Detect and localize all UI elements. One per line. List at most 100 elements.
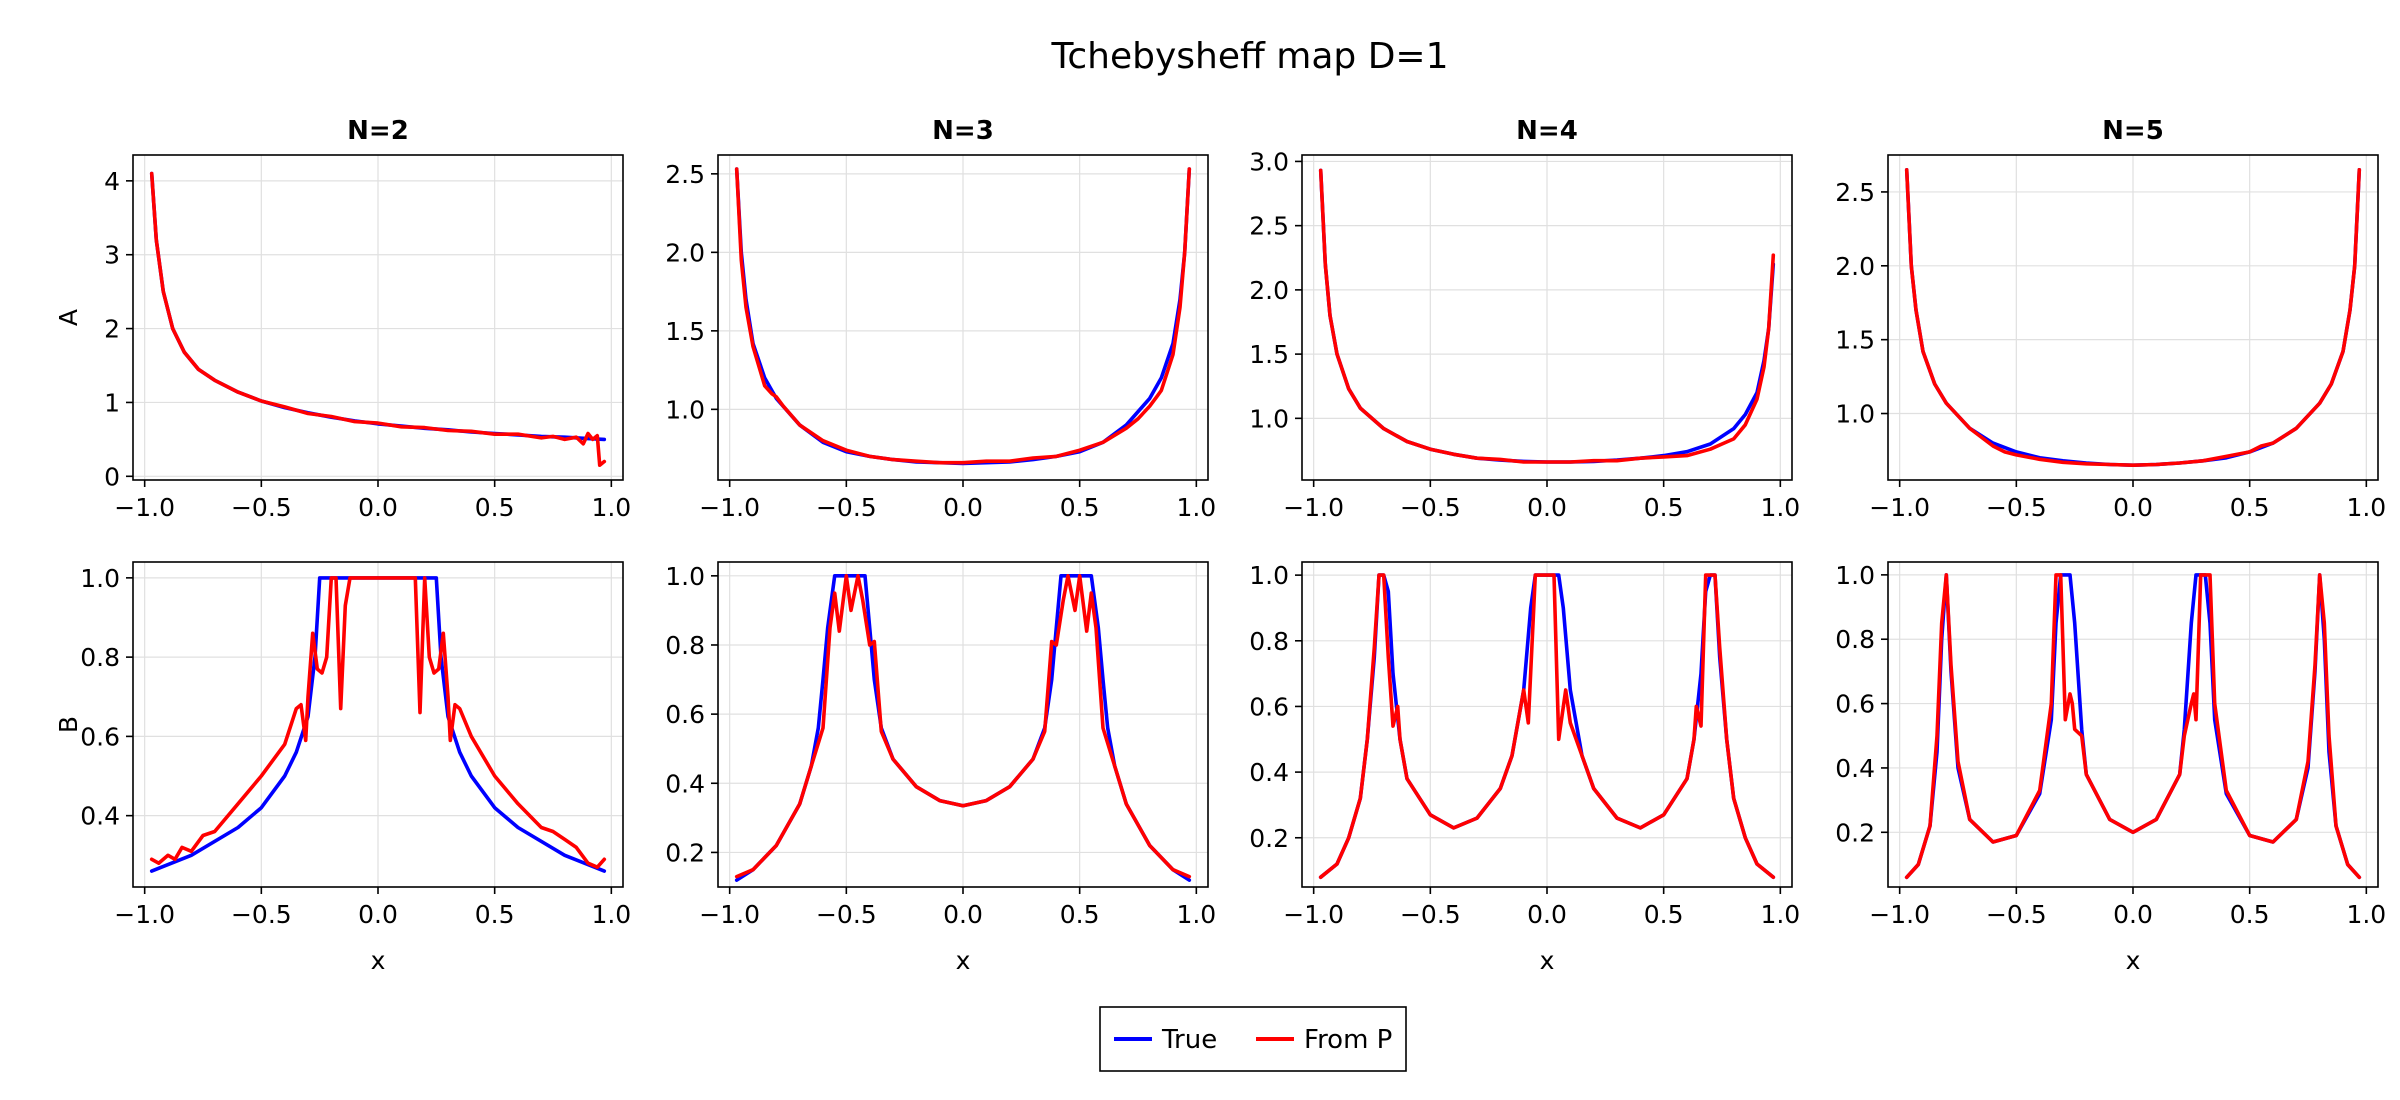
legend-label-true: True (1161, 1025, 1217, 1055)
y-tick-label: 0.4 (80, 802, 120, 831)
x-tick-label: 0.0 (2113, 900, 2153, 929)
series-line-from-p (149, 171, 607, 468)
series-group (1318, 168, 1776, 464)
y-tick-label: 0.6 (665, 700, 705, 729)
x-tick-label: 0.0 (358, 900, 398, 929)
y-tick-label: 3.0 (1249, 147, 1289, 176)
y-tick-label: 2.0 (1249, 276, 1289, 305)
y-axis-label: A (54, 309, 83, 326)
y-tick-label: 1.0 (665, 395, 705, 424)
x-tick-label: −0.5 (231, 493, 292, 522)
y-tick-label: 1.5 (1835, 326, 1875, 355)
x-tick-label: 0.0 (1527, 493, 1567, 522)
y-tick-label: 1.0 (1835, 561, 1875, 590)
x-tick-label: −0.5 (816, 493, 877, 522)
y-tick-label: 0.4 (1249, 758, 1289, 787)
x-tick-label: −0.5 (1400, 493, 1461, 522)
legend: True From P (1099, 1006, 1407, 1072)
panel-r1c1: −1.0 −0.5 0.0 0.5 1.0 0.2 0.4 0.6 0.8 1.0 x (665, 561, 1216, 975)
series-line-from-p (1904, 168, 2362, 468)
x-tick-label: −1.0 (1869, 493, 1930, 522)
y-tick-label: 0.8 (665, 631, 705, 660)
figure-title: Tchebysheff map D=1 (1051, 36, 1449, 77)
x-tick-label: −1.0 (1283, 493, 1344, 522)
x-tick-label: −0.5 (1400, 900, 1461, 929)
y-tick-label: 0.6 (1835, 690, 1875, 719)
y-tick-label: 1.0 (1835, 400, 1875, 429)
legend-label-from-p: From P (1304, 1025, 1392, 1055)
series-group (734, 167, 1192, 466)
y-tick-label: 2.5 (1835, 178, 1875, 207)
x-tick-label: 0.5 (475, 900, 515, 929)
y-tick-label: 0.2 (1835, 818, 1875, 847)
x-tick-label: 0.5 (1060, 493, 1100, 522)
x-tick-label: −1.0 (699, 900, 760, 929)
x-tick-label: 0.5 (2230, 493, 2270, 522)
x-axis-label: x (371, 946, 386, 975)
y-tick-label: 1 (104, 388, 120, 417)
y-tick-label: 0.4 (665, 769, 705, 798)
y-tick-label: 0.4 (1835, 754, 1875, 783)
x-tick-label: 1.0 (1760, 493, 1800, 522)
x-tick-label: 0.5 (1060, 900, 1100, 929)
panel-r0c0: −1.0 −0.5 0.0 0.5 1.0 0 1 2 3 4 N=2 A (54, 116, 631, 522)
series-group (1318, 573, 1776, 880)
panel-r1c2: −1.0 −0.5 0.0 0.5 1.0 0.2 0.4 0.6 0.8 1.0 x (1249, 561, 1800, 975)
y-tick-label: 2.5 (1249, 212, 1289, 241)
x-tick-label: −0.5 (816, 900, 877, 929)
panel-r0c2: −1.0 −0.5 0.0 0.5 1.0 1.0 1.5 2.0 2.5 3.0 N=4 (1249, 116, 1800, 522)
x-tick-label: 1.0 (2346, 900, 2386, 929)
x-axis-label: x (956, 946, 971, 975)
x-tick-label: 0.0 (943, 900, 983, 929)
y-tick-label: 0.2 (1249, 824, 1289, 853)
y-tick-label: 0.8 (1249, 627, 1289, 656)
y-tick-label: 2.0 (665, 238, 705, 267)
x-tick-label: 1.0 (591, 493, 631, 522)
panel-r0c1: −1.0 −0.5 0.0 0.5 1.0 1.0 1.5 2.0 2.5 N=3 (665, 116, 1216, 522)
series-group (149, 576, 607, 873)
x-tick-label: −1.0 (114, 493, 175, 522)
y-tick-label: 0 (104, 462, 120, 491)
y-tick-label: 1.0 (80, 564, 120, 593)
y-tick-label: 0.2 (665, 838, 705, 867)
y-tick-label: 2.5 (665, 160, 705, 189)
x-axis-label: x (2126, 946, 2141, 975)
series-group (1904, 168, 2362, 468)
x-tick-label: −1.0 (1869, 900, 1930, 929)
y-tick-label: 1.5 (665, 317, 705, 346)
x-tick-label: 0.0 (943, 493, 983, 522)
x-tick-label: −1.0 (699, 493, 760, 522)
panel-title: N=2 (347, 116, 409, 146)
y-tick-label: 1.0 (1249, 561, 1289, 590)
x-tick-label: 1.0 (591, 900, 631, 929)
series-group (734, 573, 1192, 882)
x-tick-label: −1.0 (114, 900, 175, 929)
x-tick-label: 0.5 (1644, 900, 1684, 929)
x-tick-label: 1.0 (2346, 493, 2386, 522)
y-tick-label: 2.0 (1835, 252, 1875, 281)
series-group (149, 171, 607, 468)
y-tick-label: 0.8 (1835, 625, 1875, 654)
panel-title: N=4 (1516, 116, 1578, 146)
x-axis-label: x (1540, 946, 1555, 975)
y-tick-label: 2 (104, 315, 120, 344)
x-tick-label: 0.5 (1644, 493, 1684, 522)
panel-title: N=3 (932, 116, 994, 146)
series-line-from-p (1904, 573, 2362, 880)
x-tick-label: 1.0 (1176, 900, 1216, 929)
x-tick-label: 0.0 (1527, 900, 1567, 929)
x-tick-label: −1.0 (1283, 900, 1344, 929)
panel-r1c3: −1.0 −0.5 0.0 0.5 1.0 0.2 0.4 0.6 0.8 1.0 x (1835, 561, 2386, 975)
panel-r1c0: −1.0 −0.5 0.0 0.5 1.0 0.4 0.6 0.8 1.0 x B (54, 561, 631, 975)
series-line-from-p (1318, 573, 1776, 880)
series-line-from-p (734, 573, 1192, 879)
panel-r0c3: −1.0 −0.5 0.0 0.5 1.0 1.0 1.5 2.0 2.5 N=5 (1835, 116, 2386, 522)
y-tick-label: 1.0 (1249, 404, 1289, 433)
panel-title: N=5 (2102, 116, 2164, 146)
x-tick-label: 0.0 (358, 493, 398, 522)
y-tick-label: 0.6 (80, 722, 120, 751)
x-tick-label: 0.0 (2113, 493, 2153, 522)
x-tick-label: −0.5 (231, 900, 292, 929)
x-tick-label: −0.5 (1986, 493, 2047, 522)
